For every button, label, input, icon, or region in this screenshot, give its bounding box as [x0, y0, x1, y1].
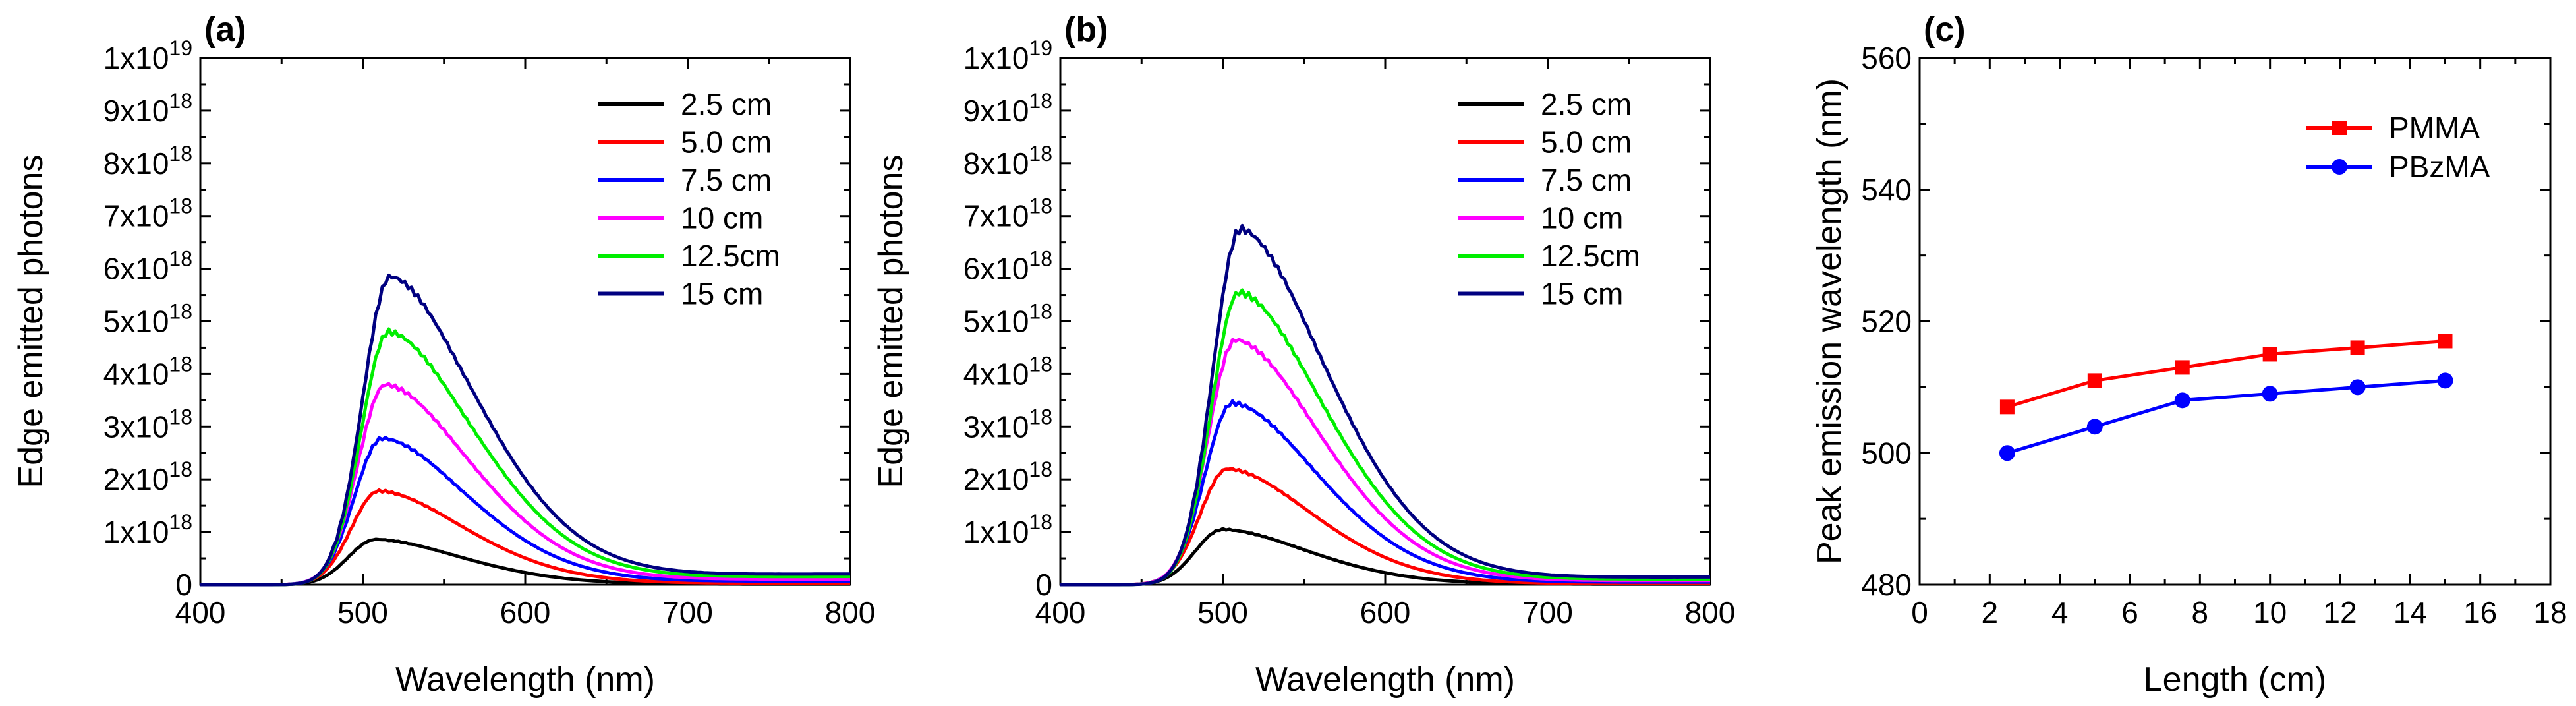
data-point [2086, 419, 2103, 435]
x-tick-label: 12 [2323, 595, 2357, 630]
y-tick-label: 2x1018 [963, 457, 1052, 496]
x-tick-label: 800 [1685, 595, 1736, 630]
y-tick-label: 520 [1861, 305, 1912, 339]
legend-label: 10 cm [1541, 201, 1623, 235]
y-tick-label: 2x1018 [103, 457, 192, 496]
data-point [2262, 386, 2278, 402]
y-tick-label: 540 [1861, 173, 1912, 207]
x-tick-label: 2 [1982, 595, 1999, 630]
y-tick-label: 4x1018 [963, 352, 1052, 391]
y-tick-label: 5x1018 [103, 300, 192, 339]
legend-label: 5.0 cm [681, 125, 772, 160]
x-tick-label: 400 [1035, 595, 1086, 630]
legend-label: 5.0 cm [1541, 125, 1632, 160]
data-point [2262, 347, 2277, 362]
x-tick-label: 600 [1360, 595, 1411, 630]
y-tick-label: 1x1019 [963, 36, 1052, 75]
legend-marker [2332, 159, 2347, 175]
series-line [1060, 288, 1710, 587]
x-tick-label: 10 [2253, 595, 2287, 630]
data-point [2350, 340, 2365, 355]
x-axis-title: Wavelength (nm) [395, 661, 655, 699]
chart-panel-a: 400 500 600 700 800 0 1x1018 2x1018 3x1018 4x1018… [12, 11, 875, 699]
x-tick-label: 18 [2533, 595, 2567, 630]
series-line [2007, 378, 2446, 455]
legend-marker [2332, 121, 2347, 135]
x-tick-label: 0 [1911, 595, 1928, 630]
series-line [1060, 223, 1710, 587]
y-tick-label: 6x1018 [963, 247, 1052, 286]
series-line [200, 327, 850, 587]
x-tick-label: 16 [2463, 595, 2497, 630]
data-point [1999, 399, 2015, 415]
y-tick-label: 4x1018 [103, 352, 192, 391]
y-tick-label: 480 [1861, 568, 1912, 602]
y-tick-label: 8x1018 [963, 142, 1052, 181]
x-tick-label: 8 [2192, 595, 2209, 630]
data-point [2087, 373, 2102, 388]
y-tick-label: 560 [1861, 41, 1912, 75]
y-tick-label: 3x1018 [103, 405, 192, 444]
x-tick-label: 600 [500, 595, 551, 630]
y-axis-title: Edge emitted photons [872, 155, 910, 488]
y-tick-label: 7x1018 [103, 194, 192, 233]
series-line [2007, 339, 2446, 409]
y-axis-title: Edge emitted photons [12, 155, 50, 488]
legend-label: 12.5cm [681, 239, 780, 273]
data-point [2175, 360, 2190, 375]
x-tick-label: 6 [2121, 595, 2138, 630]
data-point [2174, 392, 2190, 409]
data-point [1999, 445, 2015, 461]
legend-label: PBzMA [2389, 150, 2490, 184]
legend-label: 15 cm [1541, 277, 1623, 311]
y-tick-label: 9x1018 [963, 89, 1052, 128]
legend-label: 2.5 cm [1541, 87, 1632, 121]
x-tick-label: 800 [825, 595, 876, 630]
y-axis-title: Peak emission wavelength (nm) [1810, 78, 1848, 564]
x-tick-label: 4 [2051, 595, 2069, 630]
x-axis-title: Wavelength (nm) [1255, 661, 1515, 699]
y-tick-label: 0 [1035, 568, 1052, 602]
legend-label: 10 cm [681, 201, 763, 235]
data-point [2438, 334, 2453, 349]
y-tick-label: 9x1018 [103, 89, 192, 128]
y-tick-label: 7x1018 [963, 194, 1052, 233]
legend-label: 15 cm [681, 277, 763, 311]
x-tick-label: 500 [337, 595, 388, 630]
legend-label: 2.5 cm [681, 87, 772, 121]
legend-label: PMMA [2389, 111, 2480, 145]
data-point [2437, 372, 2453, 389]
y-tick-label: 3x1018 [963, 405, 1052, 444]
panel-label: (b) [1064, 11, 1108, 49]
series-line [200, 382, 850, 587]
x-axis-title: Length (cm) [2144, 661, 2326, 699]
series-line [200, 488, 850, 587]
x-tick-label: 700 [1522, 595, 1573, 630]
legend-label: 7.5 cm [1541, 163, 1632, 197]
x-tick-label: 400 [175, 595, 226, 630]
series-line [1060, 467, 1710, 587]
legend-label: 12.5cm [1541, 239, 1640, 273]
y-tick-label: 6x1018 [103, 247, 192, 286]
y-tick-label: 1x1019 [103, 36, 192, 75]
series-line [200, 273, 850, 587]
data-point [2349, 379, 2366, 396]
chart-panel-c: 0 2 4 6 8 10 12 14 16 18 480 500 520 540 560 Length (cm… [1810, 11, 2567, 699]
legend-label: 7.5 cm [681, 163, 772, 197]
y-tick-label: 8x1018 [103, 142, 192, 181]
y-tick-label: 5x1018 [963, 300, 1052, 339]
chart-panel-b: 400 500 600 700 800 0 1x1018 2x1018 3x1018 4x1018… [872, 11, 1735, 699]
x-tick-label: 14 [2393, 595, 2427, 630]
y-tick-label: 0 [175, 568, 192, 602]
panel-label: (c) [1924, 11, 1966, 49]
x-tick-label: 500 [1197, 595, 1248, 630]
x-tick-label: 700 [662, 595, 713, 630]
y-tick-label: 1x1018 [963, 510, 1052, 549]
y-tick-label: 500 [1861, 436, 1912, 470]
y-tick-label: 1x1018 [103, 510, 192, 549]
series-line [200, 436, 850, 587]
series-line [1060, 338, 1710, 587]
panel-label: (a) [204, 11, 246, 49]
